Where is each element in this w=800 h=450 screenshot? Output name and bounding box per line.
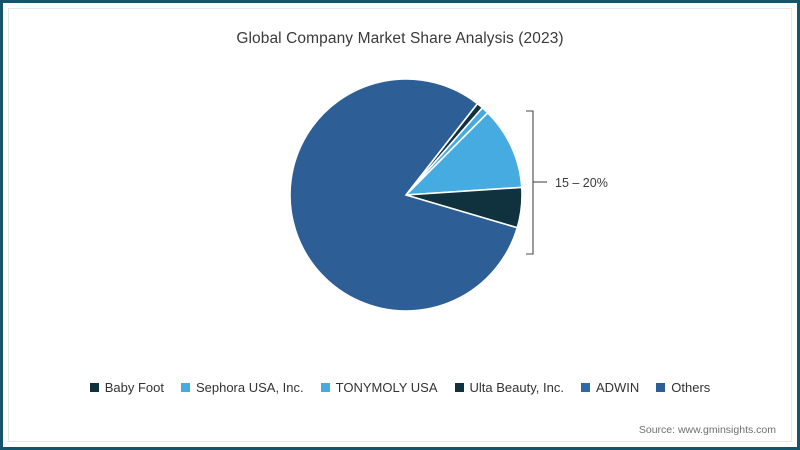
legend-item-label: Baby Foot (104, 380, 164, 395)
annotation-label: 15 – 20% (555, 176, 608, 190)
annotation-bracket: 15 – 20% (526, 110, 608, 255)
pie-slice[interactable] (289, 78, 519, 312)
source-note: Source: www.gminsights.com (638, 424, 776, 436)
pie-slice[interactable] (403, 111, 523, 196)
legend-swatch-icon (320, 383, 330, 392)
pie-slice-group (289, 78, 523, 312)
bracket-path (526, 110, 534, 255)
page-title: Global Company Market Share Analysis (20… (236, 30, 564, 47)
legend-item-label: Ulta Beauty, Inc. (469, 380, 564, 395)
legend-item-label: Others (671, 380, 711, 395)
chart-legend: Baby Foot Sephora USA, Inc. TONYMOLY USA Ul… (0, 381, 800, 394)
legend-item-label: TONYMOLY USA (335, 380, 438, 395)
legend-item[interactable]: TONYMOLY USA (320, 380, 438, 395)
legend-swatch-icon (180, 383, 190, 392)
legend-swatch-icon (89, 383, 99, 392)
legend-item[interactable]: Sephora USA, Inc. (180, 380, 304, 395)
legend-item[interactable]: Others (656, 381, 710, 394)
legend-swatch-icon (580, 383, 590, 392)
legend-swatch-icon (454, 383, 464, 392)
legend-item-label: ADWIN (595, 380, 640, 395)
legend-item[interactable]: ADWIN (580, 380, 640, 395)
legend-item-label: Sephora USA, Inc. (195, 380, 304, 395)
legend-swatch-icon (656, 383, 666, 392)
legend-item[interactable]: Ulta Beauty, Inc. (454, 380, 564, 395)
legend-item[interactable]: Baby Foot (89, 380, 164, 395)
